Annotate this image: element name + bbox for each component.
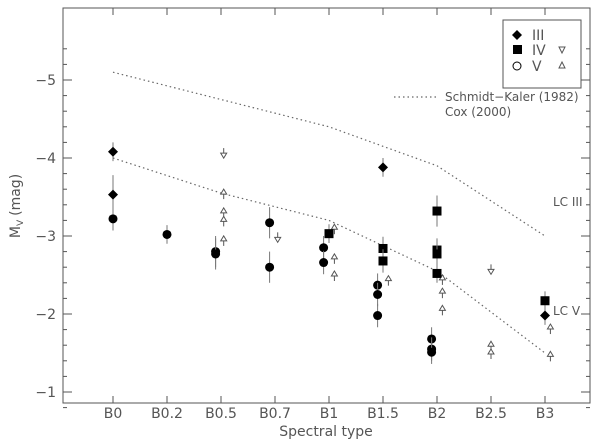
y-tick-label: −3	[35, 229, 56, 245]
point-open-triangle	[487, 340, 495, 347]
x-tick-label: B3	[536, 406, 555, 422]
legend-diamond-icon	[512, 30, 522, 40]
y-axis-title-unit: (mag)	[8, 174, 24, 216]
y-tick-label: −4	[35, 151, 56, 167]
point-open-v	[487, 268, 495, 276]
point-open-triangle	[219, 234, 228, 242]
point-open-v	[219, 152, 228, 160]
point-square	[432, 206, 442, 216]
point-circle	[319, 258, 329, 268]
legend-label-v: V	[532, 59, 542, 75]
lc-v-label: LC V	[553, 304, 581, 318]
point-circle	[373, 290, 383, 299]
y-axis-title-sub: V	[16, 219, 26, 226]
data-marks	[108, 142, 555, 364]
point-circle	[108, 214, 118, 224]
point-open-triangle	[219, 206, 228, 214]
x-tick-label: B0.2	[151, 406, 183, 422]
point-open-v	[273, 236, 282, 244]
point-circle	[319, 243, 329, 253]
point-open-triangle	[487, 348, 495, 355]
point-circle	[373, 311, 383, 321]
point-open-triangle	[438, 287, 447, 294]
legend-open-v-icon	[558, 46, 566, 55]
point-circle	[427, 347, 437, 357]
point-open-triangle	[384, 274, 393, 282]
calibration-legend: Schmidt−Kaler (1982) Cox (2000)	[394, 90, 579, 119]
x-tick-label: B1	[320, 406, 339, 422]
point-diamond	[378, 162, 388, 173]
point-square	[378, 243, 388, 253]
point-open-triangle	[219, 215, 228, 222]
legend-square-icon	[513, 45, 522, 54]
x-tick-label: B2	[428, 406, 447, 422]
point-circle	[265, 218, 275, 228]
y-tick-label: −2	[35, 307, 56, 323]
legend: III IV V	[502, 19, 582, 89]
point-diamond	[540, 310, 550, 321]
legend-label-iv: IV	[532, 43, 546, 59]
point-square	[378, 256, 388, 266]
plot-frame	[62, 7, 591, 404]
y-tick-label: −5	[35, 73, 56, 89]
y-axis-title: MV (mag)	[8, 174, 26, 238]
point-open-triangle	[330, 252, 339, 260]
x-tick-label: B2.5	[475, 406, 507, 422]
legend-open-circle-icon	[512, 61, 522, 71]
point-circle	[265, 262, 275, 272]
point-square	[540, 296, 550, 306]
x-tick-label: B0.7	[259, 406, 291, 422]
y-axis-title-main: M	[8, 226, 24, 238]
legend-open-triangle-icon	[558, 60, 566, 69]
point-open-triangle	[546, 350, 555, 357]
axis-ticks: B0 B0.2 B0.5 B0.7 B1 B1.5 B2 B2.5 B3 −5 −4 −3 −2 −1	[35, 8, 590, 422]
x-tick-label: B1.5	[367, 406, 399, 422]
point-diamond	[108, 189, 118, 200]
x-axis-title: Spectral type	[279, 424, 373, 440]
calibration-legend-line2: Cox (2000)	[445, 105, 511, 119]
x-tick-label: B0	[104, 406, 123, 422]
point-diamond	[108, 146, 118, 157]
point-open-triangle	[546, 323, 555, 330]
legend-label-iii: III	[532, 28, 544, 44]
point-open-triangle	[438, 304, 447, 311]
point-open-triangle	[330, 270, 339, 277]
lc-iii-label: LC III	[553, 195, 583, 209]
point-circle	[211, 249, 221, 259]
point-square	[432, 268, 442, 278]
calibration-legend-line1: Schmidt−Kaler (1982)	[445, 90, 579, 104]
y-tick-label: −1	[35, 385, 56, 401]
point-square	[324, 229, 334, 239]
x-tick-label: B0.5	[205, 406, 237, 422]
point-circle	[162, 229, 172, 239]
point-open-triangle	[330, 223, 339, 230]
calibration-line	[112, 157, 546, 354]
point-square	[432, 249, 442, 259]
point-open-triangle	[219, 188, 228, 195]
